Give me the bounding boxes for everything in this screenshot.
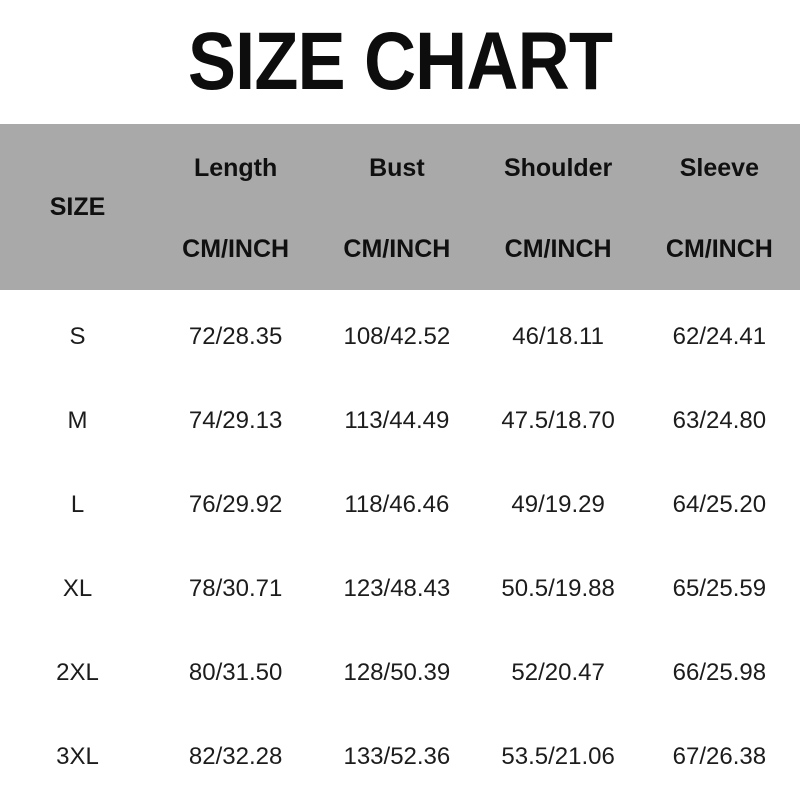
unit-label: CM/INCH bbox=[182, 235, 290, 263]
bust-value: 108/42.52 bbox=[343, 323, 451, 350]
length-value: 76/29.92 bbox=[188, 491, 283, 518]
size-value: S bbox=[69, 323, 86, 350]
column-label: Shoulder bbox=[503, 154, 613, 182]
shoulder-value: 47.5/18.70 bbox=[501, 407, 615, 434]
bust-value: 113/44.49 bbox=[344, 407, 450, 434]
length-value: 78/30.71 bbox=[188, 575, 283, 602]
sleeve-value: 62/24.41 bbox=[672, 323, 767, 350]
table-row-l: L 76/29.92 118/46.46 49/19.29 64/25.20 bbox=[0, 463, 800, 547]
shoulder-value: 52/20.47 bbox=[511, 659, 605, 686]
length-value: 74/29.13 bbox=[188, 407, 283, 434]
unit-label: CM/INCH bbox=[665, 235, 773, 263]
bust-value: 123/48.43 bbox=[343, 575, 451, 602]
column-label: Sleeve bbox=[679, 154, 759, 182]
size-value: 2XL bbox=[56, 659, 99, 686]
column-label: Length bbox=[193, 154, 278, 182]
size-value: 3XL bbox=[56, 743, 99, 770]
bust-value: 118/46.46 bbox=[344, 491, 450, 518]
unit-label: CM/INCH bbox=[504, 235, 612, 263]
sleeve-value: 66/25.98 bbox=[672, 659, 767, 686]
column-header-shoulder: Shoulder CM/INCH bbox=[478, 124, 639, 290]
table-header: SIZE Length CM/INCH Bust CM/INCH Shoulde… bbox=[0, 124, 800, 290]
size-value: M bbox=[67, 407, 88, 434]
table-body: S 72/28.35 108/42.52 46/18.11 62/24.41 M… bbox=[0, 295, 800, 799]
length-value: 72/28.35 bbox=[188, 323, 283, 350]
shoulder-value: 49/19.29 bbox=[511, 491, 605, 518]
shoulder-value: 46/18.11 bbox=[512, 323, 604, 350]
length-value: 82/32.28 bbox=[188, 743, 283, 770]
sleeve-value: 64/25.20 bbox=[672, 491, 767, 518]
table-row-s: S 72/28.35 108/42.52 46/18.11 62/24.41 bbox=[0, 295, 800, 379]
sleeve-value: 65/25.59 bbox=[672, 575, 767, 602]
size-column-header: SIZE bbox=[49, 192, 106, 221]
sleeve-value: 67/26.38 bbox=[672, 743, 767, 770]
length-value: 80/31.50 bbox=[188, 659, 283, 686]
column-header-bust: Bust CM/INCH bbox=[316, 124, 477, 290]
table-row-xl: XL 78/30.71 123/48.43 50.5/19.88 65/25.5… bbox=[0, 547, 800, 631]
shoulder-value: 53.5/21.06 bbox=[501, 743, 615, 770]
unit-label: CM/INCH bbox=[343, 235, 451, 263]
table-row-2xl: 2XL 80/31.50 128/50.39 52/20.47 66/25.98 bbox=[0, 631, 800, 715]
table-row-m: M 74/29.13 113/44.49 47.5/18.70 63/24.80 bbox=[0, 379, 800, 463]
bust-value: 128/50.39 bbox=[343, 659, 451, 686]
column-header-length: Length CM/INCH bbox=[155, 124, 316, 290]
bust-value: 133/52.36 bbox=[343, 743, 451, 770]
shoulder-value: 50.5/19.88 bbox=[501, 575, 615, 602]
sleeve-value: 63/24.80 bbox=[672, 407, 767, 434]
title-area: SIZE CHART bbox=[0, 0, 800, 124]
size-value: XL bbox=[62, 575, 93, 602]
column-label: Bust bbox=[369, 154, 425, 182]
column-header-sleeve: Sleeve CM/INCH bbox=[639, 124, 800, 290]
page-title: SIZE CHART bbox=[187, 16, 613, 107]
size-value: L bbox=[70, 491, 85, 518]
table-row-3xl: 3XL 82/32.28 133/52.36 53.5/21.06 67/26.… bbox=[0, 715, 800, 799]
